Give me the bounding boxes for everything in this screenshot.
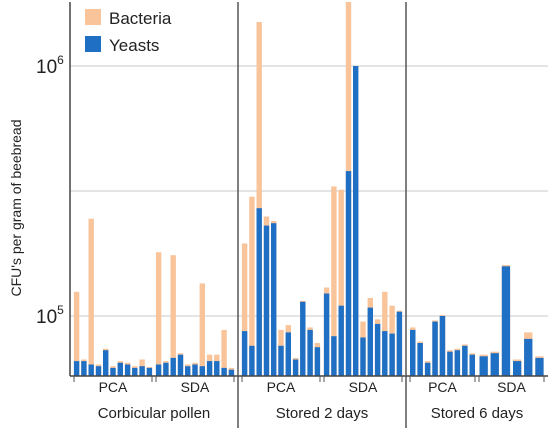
bar-bacteria (331, 186, 337, 376)
bar-bacteria (256, 22, 262, 376)
subgroup-label: PCA (428, 379, 457, 395)
group-label: Corbicular pollen (98, 405, 211, 422)
bar-yeasts (81, 361, 87, 376)
bar-yeasts (374, 323, 381, 376)
legend-label-bacteria: Bacteria (109, 9, 172, 28)
bar-yeasts (163, 362, 169, 376)
bar-yeasts (447, 351, 453, 376)
y-axis-label: CFU's per gram of beebread (8, 120, 24, 297)
bar-bacteria (155, 252, 162, 376)
bar-yeasts (382, 331, 388, 376)
bar-yeasts (95, 366, 102, 376)
legend-swatch-bacteria (85, 9, 101, 25)
bar-yeasts (345, 171, 352, 376)
bar-yeasts (396, 311, 403, 376)
bar-yeasts (432, 321, 438, 376)
bar-yeasts (124, 364, 131, 376)
gridlines (70, 65, 548, 317)
bar-bacteria (221, 329, 227, 376)
bar-yeasts (323, 293, 330, 376)
bar-yeasts (314, 347, 321, 376)
y-tick-label: 105 (36, 303, 64, 328)
bar-yeasts (263, 225, 270, 376)
bar-yeasts (501, 266, 511, 376)
bar-yeasts (338, 305, 344, 376)
group-label: Stored 6 days (431, 405, 524, 422)
bar-yeasts (214, 361, 220, 376)
subgroup-label: PCA (99, 379, 128, 395)
bar-yeasts (192, 364, 198, 376)
bar-yeasts (139, 366, 145, 376)
bar-yeasts (206, 361, 213, 376)
bar-yeasts (300, 301, 306, 376)
bar-yeasts (479, 356, 488, 376)
bar-yeasts (103, 350, 109, 376)
bar-yeasts (490, 353, 499, 376)
legend-label-yeasts: Yeasts (109, 36, 159, 55)
bar-yeasts (228, 369, 235, 376)
bar-yeasts (132, 367, 138, 376)
bar-yeasts (117, 362, 123, 376)
bar-bacteria (249, 196, 255, 376)
bar-yeasts (389, 333, 395, 376)
y-axis: 105 106 (36, 53, 64, 328)
bar-yeasts (249, 345, 255, 376)
subgroup-label: SDA (181, 379, 210, 395)
x-axis: PCA SDA Corbicular pollen PCA SDA Stored 2 da… (73, 376, 545, 422)
bar-yeasts (73, 361, 80, 376)
plot-frame (69, 2, 548, 428)
bar-yeasts (513, 361, 522, 376)
subgroup-label: SDA (497, 379, 526, 395)
bar-yeasts (146, 367, 153, 376)
group-label: Stored 2 days (276, 405, 369, 422)
bar-yeasts (462, 345, 468, 376)
bar-yeasts (155, 364, 162, 376)
subgroup-label: SDA (349, 379, 378, 395)
bar-yeasts (535, 357, 544, 376)
bar-yeasts (454, 350, 461, 376)
bars (73, 2, 544, 376)
bar-yeasts (307, 329, 313, 376)
bar-yeasts (469, 354, 475, 376)
bar-yeasts (110, 367, 116, 376)
bar-yeasts (170, 357, 176, 376)
bar-yeasts (185, 366, 191, 376)
bar-yeasts (439, 316, 446, 376)
legend-swatch-yeasts (85, 36, 101, 52)
bar-bacteria (338, 189, 344, 376)
bar-yeasts (424, 362, 431, 376)
bar-yeasts (360, 337, 366, 376)
bar-yeasts (353, 66, 359, 376)
bar-yeasts (241, 331, 248, 376)
bar-yeasts (410, 329, 416, 376)
bar-yeasts (292, 359, 299, 376)
bar-bacteria (88, 218, 94, 376)
y-tick-label: 106 (36, 53, 64, 78)
legend: Bacteria Yeasts (85, 9, 172, 55)
bar-yeasts (278, 345, 284, 376)
bar-yeasts (88, 364, 94, 376)
bar-yeasts (417, 343, 423, 376)
bar-yeasts (524, 338, 533, 376)
bar-yeasts (256, 208, 262, 376)
bar-yeasts (177, 354, 184, 376)
bar-yeasts (285, 332, 291, 376)
bar-yeasts (331, 336, 337, 376)
bar-yeasts (221, 367, 227, 376)
bar-bacteria (241, 243, 248, 376)
subgroup-label: PCA (267, 379, 296, 395)
bar-bacteria (199, 283, 205, 376)
bar-bacteria (170, 255, 176, 376)
bar-yeasts (199, 366, 205, 376)
bar-bacteria (73, 291, 80, 376)
bar-yeasts (271, 223, 277, 376)
bar-yeasts (367, 307, 373, 376)
